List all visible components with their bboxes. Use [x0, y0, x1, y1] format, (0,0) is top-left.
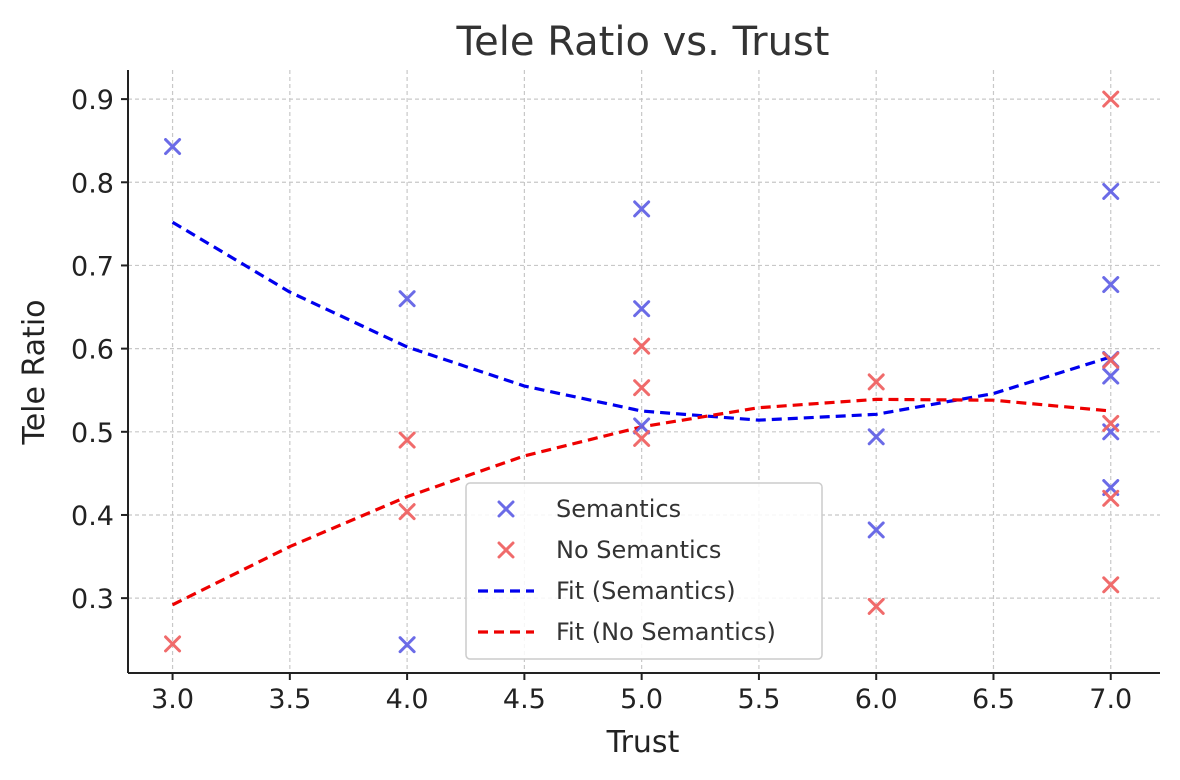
legend-item-fit-no-semantics: Fit (No Semantics) — [478, 618, 776, 646]
point-no-semantics — [1102, 90, 1120, 108]
legend-item-semantics: Semantics — [497, 495, 681, 523]
x-tick-label: 6.5 — [972, 684, 1015, 715]
point-no-semantics — [398, 431, 416, 449]
x-tick-label: 4.5 — [503, 684, 546, 715]
x-tick-label: 6.0 — [855, 684, 898, 715]
point-semantics — [633, 300, 651, 318]
point-no-semantics — [164, 635, 182, 653]
point-no-semantics — [867, 597, 885, 615]
x-axis-label: Trust — [606, 725, 680, 760]
legend-marker-no-semantics — [497, 541, 515, 559]
point-no-semantics — [1102, 351, 1120, 369]
legend-item-fit-semantics: Fit (Semantics) — [478, 577, 736, 605]
x-tick-label: 4.0 — [386, 684, 429, 715]
y-tick-label: 0.4 — [71, 501, 114, 532]
point-no-semantics — [867, 373, 885, 391]
y-tick-label: 0.6 — [71, 335, 114, 366]
y-tick-label: 0.3 — [71, 584, 114, 615]
point-no-semantics — [398, 503, 416, 521]
chart-title: Tele Ratio vs. Trust — [456, 19, 830, 65]
point-semantics — [633, 417, 651, 435]
point-semantics — [633, 200, 651, 218]
x-tick-label: 5.5 — [737, 684, 780, 715]
point-semantics — [1102, 182, 1120, 200]
y-tick-label: 0.7 — [71, 251, 114, 282]
point-semantics — [1102, 367, 1120, 385]
point-no-semantics — [1102, 576, 1120, 594]
legend-marker-semantics — [497, 500, 515, 518]
x-tick-label: 3.5 — [268, 684, 311, 715]
point-semantics — [398, 636, 416, 654]
point-semantics — [398, 290, 416, 308]
y-tick-label: 0.8 — [71, 168, 114, 199]
x-tick-label: 5.0 — [620, 684, 663, 715]
legend: Semantics No Semantics Fit (Semantics) Fit … — [465, 482, 823, 660]
point-no-semantics — [1102, 489, 1120, 507]
legend-box — [465, 482, 823, 660]
point-no-semantics — [1102, 414, 1120, 432]
plot-area — [164, 90, 1120, 654]
point-semantics — [867, 428, 885, 446]
point-semantics — [164, 138, 182, 156]
grid — [128, 70, 1160, 673]
point-semantics — [1102, 276, 1120, 294]
point-no-semantics — [633, 429, 651, 447]
point-no-semantics — [633, 379, 651, 397]
x-tick-label: 7.0 — [1089, 684, 1132, 715]
y-axis-label: Tele Ratio — [17, 299, 52, 445]
legend-item-no-semantics: No Semantics — [497, 536, 721, 564]
legend-label: Fit (No Semantics) — [556, 618, 776, 646]
axes: 3.0 3.5 4.0 4.5 5.0 5.5 6.0 6.5 7.0 0.3 0.4 0.5 0.6 0… — [71, 70, 1160, 715]
legend-label: Fit (Semantics) — [556, 577, 736, 605]
legend-label: No Semantics — [556, 536, 721, 564]
y-tick-label: 0.9 — [71, 85, 114, 116]
x-tick-label: 3.0 — [151, 684, 194, 715]
point-no-semantics — [633, 337, 651, 355]
y-tick-label: 0.5 — [71, 418, 114, 449]
series-line-fit-semantics — [171, 220, 1112, 422]
legend-label: Semantics — [556, 495, 681, 523]
point-semantics — [867, 521, 885, 539]
